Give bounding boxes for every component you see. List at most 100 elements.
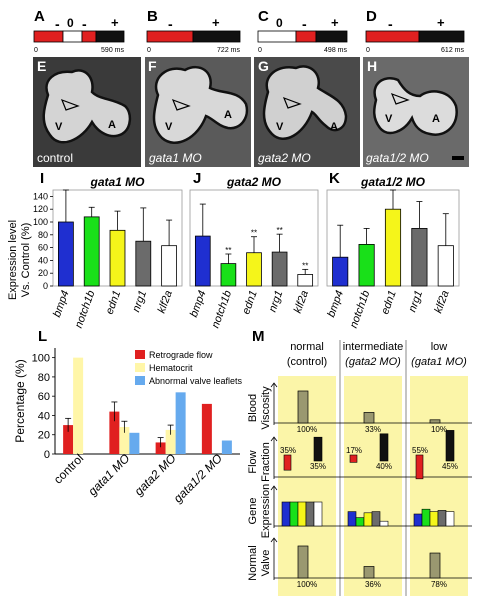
zero-axis-a: 0	[34, 47, 38, 54]
gene-bar	[413, 513, 423, 527]
bar-2	[221, 440, 232, 454]
caption-g: gata2 MO	[258, 151, 311, 165]
bar-edn1	[109, 229, 126, 287]
zero-axis-d: 0	[366, 47, 370, 54]
forward-label: 40%	[376, 462, 392, 471]
arrowhead-icon	[171, 98, 191, 111]
panel-letter-b: B	[147, 8, 158, 25]
atrium-label-f: A	[224, 109, 232, 121]
significance-mark: **	[276, 226, 282, 235]
panel-letter-e: E	[37, 58, 46, 74]
bar-2	[175, 392, 186, 454]
x-tick-label-edn1: edn1	[240, 289, 260, 316]
bar-bmp4	[58, 221, 74, 287]
x-tick-label-bmp4: bmp4	[188, 289, 209, 319]
value-bar	[429, 419, 441, 424]
x-tick-label-notch1b: notch1b	[73, 289, 98, 330]
row-label-line1: Flow	[247, 450, 259, 473]
bar-0	[109, 411, 120, 454]
expression-y-axis-title: Expression level Vs. Control (%)	[7, 220, 32, 300]
timing-bar-d-red	[365, 30, 420, 43]
bar-1	[119, 427, 130, 454]
bar-klf2a	[297, 274, 314, 287]
legend-label-2: Abnormal valve leaflets	[149, 376, 243, 386]
column-header-line2: (gata2 MO)	[345, 356, 401, 368]
column-background	[344, 376, 402, 596]
chart-title: gata1/2 MO	[360, 175, 426, 189]
sign-b-1: -	[168, 16, 173, 32]
y-tick-label: 40	[38, 410, 50, 422]
y-tick-label: 20	[38, 268, 48, 278]
legend-swatch-2	[135, 376, 145, 385]
panel-letter-m: M	[252, 328, 265, 345]
bar-0	[155, 442, 166, 454]
ms-label-d: 612 ms	[441, 47, 464, 54]
caption-h: gata1/2 MO	[366, 151, 429, 165]
atrium-label-h: A	[432, 113, 440, 125]
ventricle-label-g: V	[276, 121, 284, 133]
x-tick-label-klf2a: klf2a	[156, 289, 175, 315]
arrowhead-icon	[60, 98, 80, 111]
value-label: 100%	[297, 425, 317, 434]
column-header-line2: (control)	[287, 356, 327, 368]
atrium-label-e: A	[108, 119, 116, 131]
value-bar	[429, 552, 441, 579]
y-tick-label: 20	[38, 430, 50, 442]
x-tick-label-klf2a: klf2a	[432, 289, 451, 315]
bar-2	[129, 432, 140, 454]
significance-mark: **	[225, 246, 231, 255]
bar-0	[201, 403, 212, 454]
panel-letter-h: H	[367, 58, 377, 74]
x-tick-label: control	[51, 451, 86, 486]
gene-bar	[371, 511, 381, 527]
micrograph-e: E V A control	[33, 57, 141, 167]
panel-letter-k: K	[329, 170, 340, 187]
ms-label-c: 498 ms	[324, 47, 347, 54]
panel-letter-g: G	[258, 58, 269, 74]
y-tick-label: 60	[38, 243, 48, 253]
row-label-line1: Normal	[247, 545, 259, 580]
row-label-line1: Gene	[247, 498, 259, 525]
x-tick-label: gata2 MO	[132, 451, 179, 498]
timing-bar-c-white	[257, 30, 297, 43]
caption-e: control	[37, 151, 73, 165]
bar-notch1b	[220, 263, 237, 287]
gene-bar	[305, 501, 315, 527]
arrowhead-icon	[282, 96, 302, 109]
bar-edn1	[246, 252, 262, 287]
gene-bar	[281, 501, 291, 527]
gene-bar	[437, 510, 447, 527]
x-tick-label-klf2a: klf2a	[292, 289, 311, 315]
zero-axis-c: 0	[258, 47, 262, 54]
panel-a: A - 0 - + 0 590 ms	[33, 8, 124, 54]
retrograde-bar	[349, 454, 358, 463]
atrium-label-g: A	[330, 121, 338, 133]
row-label-line2: Valve	[260, 550, 272, 577]
gene-bar	[429, 511, 439, 527]
timing-bar-b-black	[192, 30, 241, 43]
heart-shape-e	[42, 69, 132, 144]
legend-swatch-1	[135, 363, 145, 372]
forward-bar	[379, 433, 389, 462]
axis-arrow-icon	[270, 537, 278, 543]
y-tick-label: 80	[38, 230, 48, 240]
ventricle-label-h: V	[385, 113, 393, 125]
timing-bar-a-red	[33, 30, 64, 43]
y-tick-label: 60	[38, 391, 50, 403]
value-label: 78%	[431, 580, 447, 589]
ventricle-label-f: V	[165, 121, 173, 133]
bar-0	[63, 425, 74, 454]
value-bar	[363, 566, 375, 579]
bar-bmp4	[332, 256, 349, 287]
legend-label-0: Retrograde flow	[149, 350, 213, 360]
sign-a-3: +	[111, 15, 119, 30]
bar-notch1b	[358, 243, 375, 287]
panel-letter-i: I	[40, 170, 44, 187]
axis-arrow-icon	[270, 436, 278, 442]
zero-axis-b: 0	[147, 47, 151, 54]
value-bar	[363, 412, 375, 424]
row-label-line2: Expression	[260, 484, 272, 538]
caption-f: gata1 MO	[149, 151, 202, 165]
y-tick-label: 0	[44, 449, 50, 461]
